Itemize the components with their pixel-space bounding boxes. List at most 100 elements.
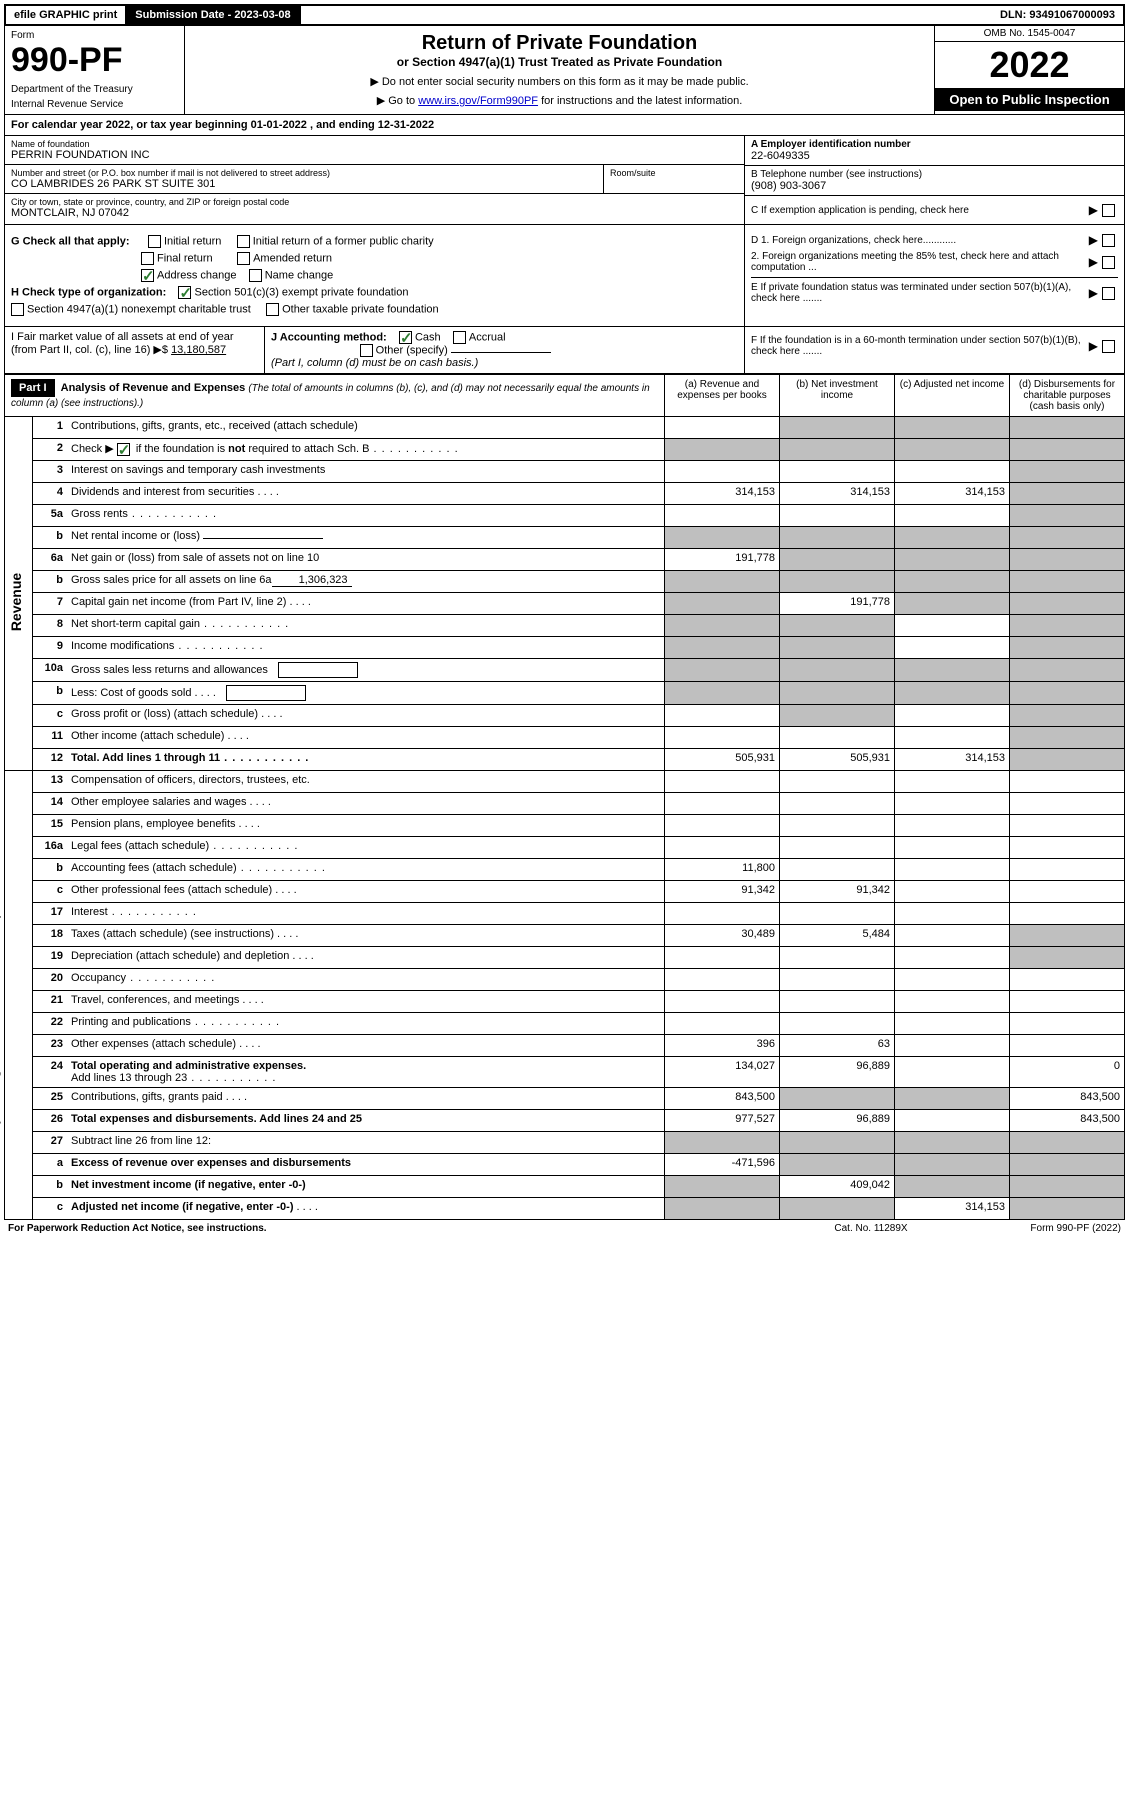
line-6b: Gross sales price for all assets on line… (71, 574, 272, 586)
h-other-checkbox[interactable] (266, 303, 279, 316)
arrow-icon: ▶ (1089, 233, 1098, 247)
j-other-checkbox[interactable] (360, 344, 373, 357)
l4-c: 314,153 (894, 483, 1009, 504)
i-value: 13,180,587 (171, 344, 226, 356)
h-4947-checkbox[interactable] (11, 303, 24, 316)
l26-a: 977,527 (664, 1110, 779, 1131)
l27c-c: 314,153 (894, 1198, 1009, 1219)
line-25: Contributions, gifts, grants paid (71, 1091, 223, 1103)
l24-b: 96,889 (779, 1057, 894, 1087)
form-title-block: Return of Private Foundation or Section … (185, 26, 934, 114)
l16c-a: 91,342 (664, 881, 779, 902)
line-3: Interest on savings and temporary cash i… (67, 461, 664, 482)
address-label: Number and street (or P.O. box number if… (11, 168, 597, 178)
line-13: Compensation of officers, directors, tru… (67, 771, 664, 792)
line-23: Other expenses (attach schedule) (71, 1038, 236, 1050)
l26-d: 843,500 (1009, 1110, 1124, 1131)
line-2: Check ▶ (71, 443, 117, 455)
ein-value: 22-6049335 (751, 150, 1118, 162)
line-4: Dividends and interest from securities (71, 486, 254, 498)
exemption-label: C If exemption application is pending, c… (751, 205, 1085, 216)
line-5b: Net rental income or (loss) (71, 530, 200, 542)
j-cash-checkbox[interactable] (399, 331, 412, 344)
header-bar: efile GRAPHIC print Submission Date - 20… (4, 4, 1125, 26)
open-to-public: Open to Public Inspection (935, 88, 1124, 111)
phone-box: B Telephone number (see instructions) (9… (745, 166, 1124, 196)
g-opt-amended: Amended return (253, 252, 332, 264)
col-c-header: (c) Adjusted net income (894, 375, 1009, 416)
line-18: Taxes (attach schedule) (see instruction… (71, 928, 274, 940)
g-row: G Check all that apply: Initial return I… (11, 235, 738, 248)
g-amended-checkbox[interactable] (237, 252, 250, 265)
identity-row: Name of foundation PERRIN FOUNDATION INC… (4, 136, 1125, 225)
form-subtitle: or Section 4947(a)(1) Trust Treated as P… (191, 55, 928, 69)
calendar-year: For calendar year 2022, or tax year begi… (4, 115, 1125, 136)
line-10c: Gross profit or (loss) (attach schedule) (71, 708, 258, 720)
dept-irs: Internal Revenue Service (11, 99, 178, 110)
identity-left: Name of foundation PERRIN FOUNDATION INC… (5, 136, 744, 224)
exemption-checkbox[interactable] (1102, 204, 1115, 217)
foundation-name-box: Name of foundation PERRIN FOUNDATION INC (5, 136, 744, 165)
g-final-checkbox[interactable] (141, 252, 154, 265)
l26-b: 96,889 (779, 1110, 894, 1131)
line-27b: Net investment income (if negative, ente… (71, 1179, 306, 1191)
l24-d: 0 (1009, 1057, 1124, 1087)
l25-a: 843,500 (664, 1088, 779, 1109)
l12-b: 505,931 (779, 749, 894, 770)
efile-label[interactable]: efile GRAPHIC print (6, 6, 127, 24)
d1-checkbox[interactable] (1102, 234, 1115, 247)
revenue-side-label: Revenue (5, 417, 33, 771)
form-link[interactable]: www.irs.gov/Form990PF (418, 95, 538, 107)
line2-checkbox[interactable] (117, 443, 130, 456)
page-footer: For Paperwork Reduction Act Notice, see … (4, 1220, 1125, 1237)
line-11: Other income (attach schedule) (71, 730, 224, 742)
section-g: G Check all that apply: Initial return I… (4, 225, 1125, 327)
f-label: F If the foundation is in a 60-month ter… (751, 335, 1085, 357)
l18-b: 5,484 (779, 925, 894, 946)
j-accrual-checkbox[interactable] (453, 331, 466, 344)
line-5a: Gross rents (71, 508, 128, 520)
j-label: J Accounting method: (271, 331, 387, 343)
g-initial-checkbox[interactable] (148, 235, 161, 248)
footer-center: Cat. No. 11289X (771, 1223, 971, 1234)
g-opt-name: Name change (265, 269, 334, 281)
phone-label: B Telephone number (see instructions) (751, 169, 1118, 180)
l7-b: 191,778 (779, 593, 894, 614)
l27a-a: -471,596 (664, 1154, 779, 1175)
l12-a: 505,931 (664, 749, 779, 770)
l16c-b: 91,342 (779, 881, 894, 902)
f-checkbox[interactable] (1102, 340, 1115, 353)
line-26: Total expenses and disbursements. Add li… (67, 1110, 664, 1131)
arrow-icon: ▶ (1089, 339, 1098, 353)
city-label: City or town, state or province, country… (11, 197, 738, 207)
col-d-header: (d) Disbursements for charitable purpose… (1009, 375, 1124, 416)
line-12: Total. Add lines 1 through 11 (71, 752, 220, 764)
instr-ssn: ▶ Do not enter social security numbers o… (191, 75, 928, 88)
l23-a: 396 (664, 1035, 779, 1056)
d2-checkbox[interactable] (1102, 256, 1115, 269)
g-address-checkbox[interactable] (141, 269, 154, 282)
line-19: Depreciation (attach schedule) and deple… (71, 950, 289, 962)
foundation-name-label: Name of foundation (11, 139, 738, 149)
l12-c: 314,153 (894, 749, 1009, 770)
dln: DLN: 93491067000093 (992, 6, 1123, 24)
line-20: Occupancy (71, 972, 126, 984)
line-8: Net short-term capital gain (71, 618, 200, 630)
arrow-icon: ▶ (1089, 203, 1098, 217)
l4-b: 314,153 (779, 483, 894, 504)
g-name-checkbox[interactable] (249, 269, 262, 282)
e-label: E If private foundation status was termi… (751, 282, 1085, 304)
dept-treasury: Department of the Treasury (11, 84, 178, 95)
h-label: H Check type of organization: (11, 286, 166, 298)
expenses-table: Operating and Administrative Expenses 13… (4, 771, 1125, 1220)
g-initial-public-checkbox[interactable] (237, 235, 250, 248)
line-9: Income modifications (71, 640, 174, 652)
e-checkbox[interactable] (1102, 287, 1115, 300)
line-7: Capital gain net income (from Part IV, l… (71, 596, 286, 608)
footer-left: For Paperwork Reduction Act Notice, see … (8, 1223, 771, 1234)
line-14: Other employee salaries and wages (71, 796, 246, 808)
l27b-b: 409,042 (779, 1176, 894, 1197)
h-501c3-checkbox[interactable] (178, 286, 191, 299)
g-opt-initial: Initial return (164, 235, 221, 247)
line-27: Subtract line 26 from line 12: (67, 1132, 664, 1153)
